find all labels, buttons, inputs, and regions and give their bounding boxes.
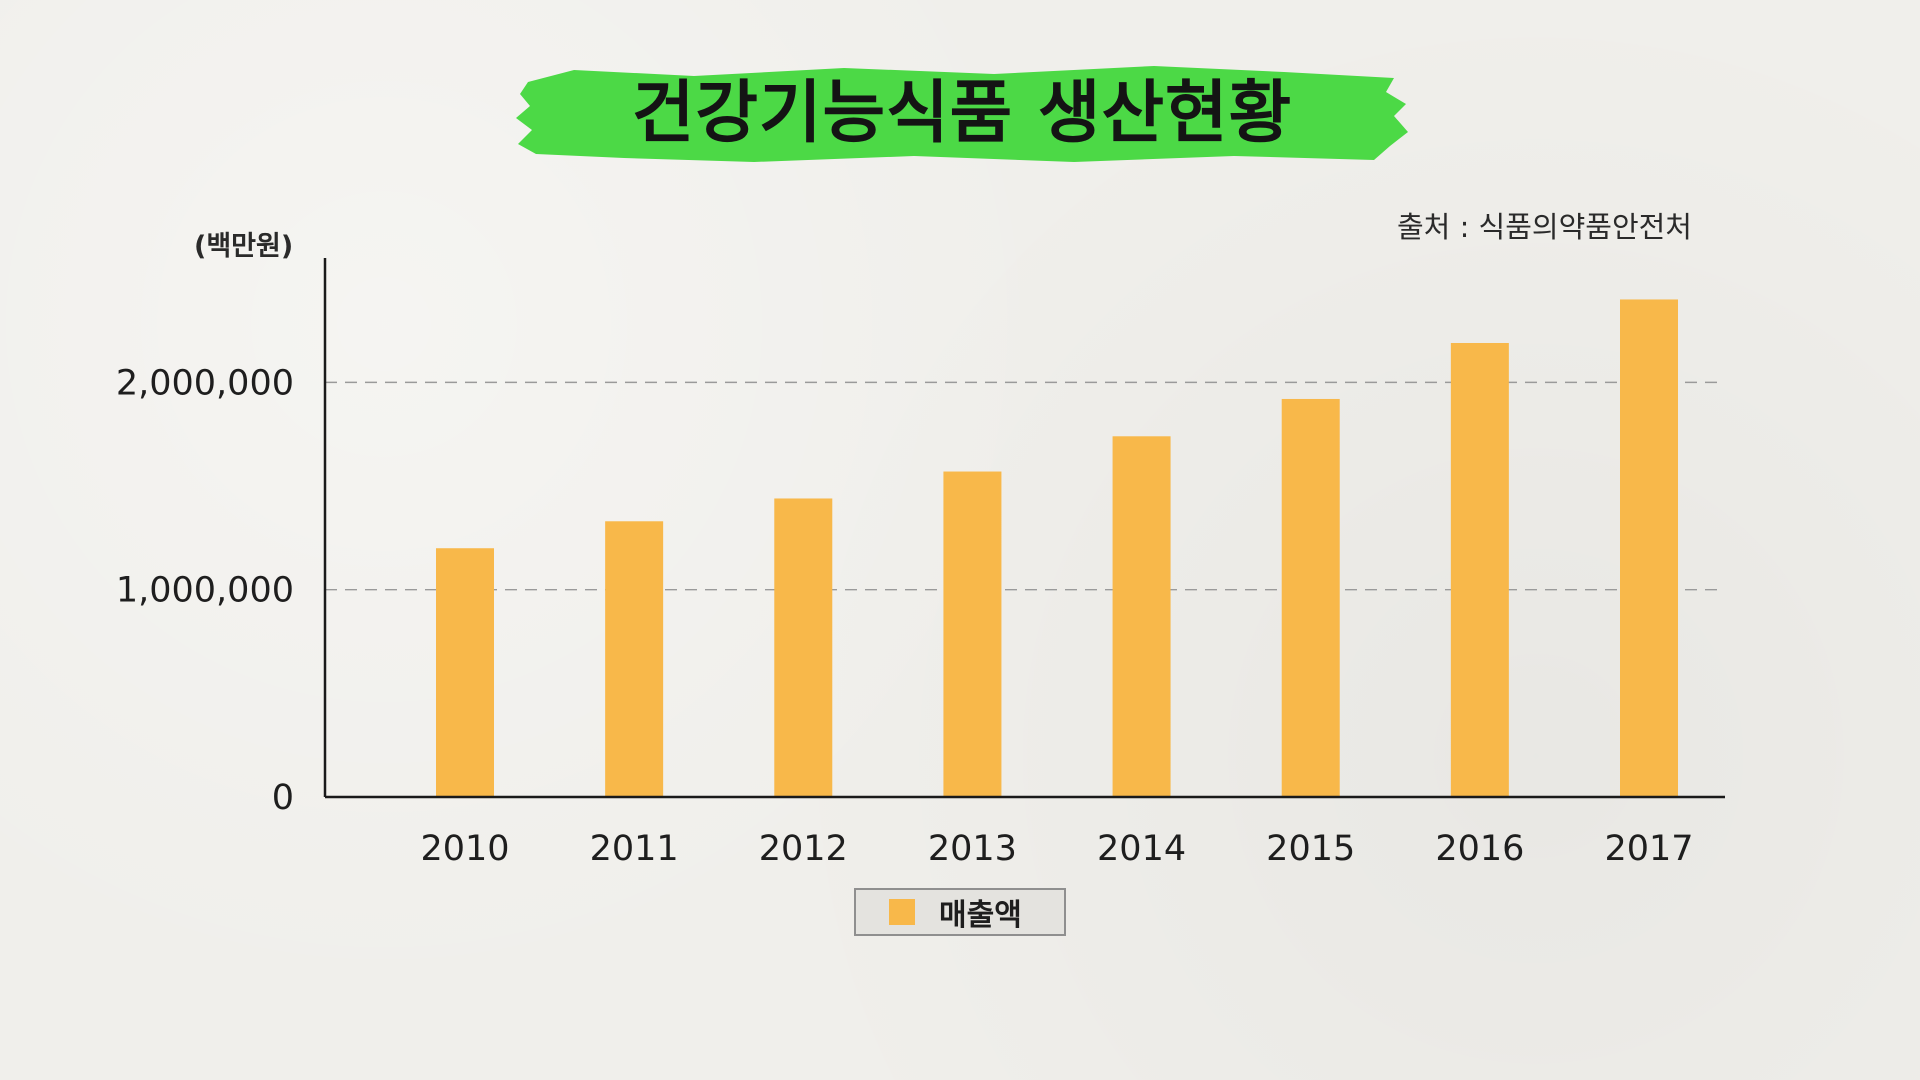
x-tick-label: 2013 bbox=[928, 829, 1017, 869]
x-tick-label: 2012 bbox=[759, 829, 848, 869]
x-tick-label: 2016 bbox=[1435, 829, 1524, 869]
x-tick-label: 2017 bbox=[1604, 829, 1693, 869]
legend: 매출액 bbox=[854, 888, 1066, 936]
chart-title: 건강기능식품 생산현황 bbox=[631, 74, 1293, 153]
bar bbox=[774, 498, 833, 797]
bar bbox=[1450, 342, 1509, 797]
y-tick-label: 2,000,000 bbox=[116, 363, 294, 403]
y-axis-unit: (백만원) bbox=[194, 231, 294, 262]
legend-swatch bbox=[889, 899, 915, 925]
y-tick-label: 1,000,000 bbox=[116, 571, 294, 611]
bar bbox=[1620, 299, 1678, 797]
bar bbox=[1112, 436, 1171, 797]
x-tick-label: 2011 bbox=[590, 829, 679, 869]
bar bbox=[1281, 398, 1340, 797]
x-tick-label: 2014 bbox=[1097, 829, 1186, 869]
legend-label: 매출액 bbox=[939, 898, 1022, 933]
bar bbox=[943, 471, 1002, 797]
brush-stroke bbox=[516, 66, 1408, 162]
bar bbox=[605, 521, 664, 797]
x-tick-label: 2015 bbox=[1266, 829, 1355, 869]
source-note: 출처 : 식품의약품안전처 bbox=[1396, 210, 1692, 244]
title-banner: 건강기능식품 생산현황 bbox=[514, 58, 1410, 170]
x-tick-label: 2010 bbox=[420, 829, 509, 869]
bar bbox=[436, 548, 494, 797]
y-tick-label: 0 bbox=[272, 778, 294, 818]
